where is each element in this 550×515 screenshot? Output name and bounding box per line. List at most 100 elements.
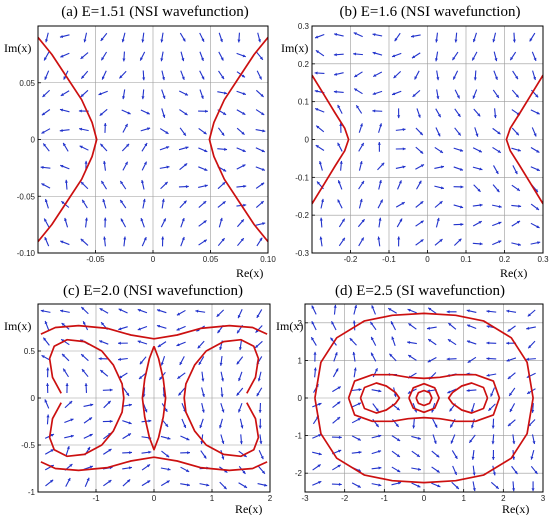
panel-d-curve-4: [408, 382, 440, 414]
panel-d-arrow-head: [395, 423, 399, 427]
panel-a-arrow-head: [162, 114, 166, 118]
panel-a-curve-1: [208, 36, 268, 243]
panel-c-arrow-head: [256, 314, 260, 318]
panel-d-arrow-head: [436, 454, 440, 458]
panel-c-arrow-head: [183, 424, 187, 428]
panel-d-arrow-head: [471, 456, 475, 460]
panel-a-arrow-head: [120, 218, 124, 222]
panel-d-arrow-head: [391, 336, 395, 340]
panel-a-arrow-head: [141, 39, 145, 43]
panel-c-xtick-label: 2: [268, 494, 273, 503]
panel-d-arrow-head: [336, 417, 341, 420]
panel-c-ytick-label: 0: [31, 394, 36, 403]
panel-a-arrow-head: [164, 181, 168, 185]
panel-a-arrow-head: [161, 236, 165, 240]
panel-b-arrow-head: [378, 217, 382, 221]
panel-c-arrow-head: [139, 361, 143, 365]
panel-c-vector-field: [40, 306, 268, 490]
panel-a-arrow-head: [204, 168, 208, 171]
panel-a-arrow-head: [44, 237, 48, 241]
panel-a-arrow-head: [84, 217, 88, 221]
panel-b-arrow-head: [372, 51, 376, 55]
panel-a-arrow-head: [241, 74, 245, 78]
panel-a-arrow-head: [219, 38, 223, 43]
panel-d-arrow-head: [436, 469, 440, 473]
panel-a-arrow-head: [99, 112, 103, 116]
panel-c-arrow-head: [236, 361, 240, 365]
panel-a-ytick-label: 0.05: [19, 79, 35, 88]
panel-b-arrow-head: [339, 123, 343, 126]
panel-a-vector-field: [40, 32, 266, 247]
panel-c-arrow-head: [147, 480, 151, 484]
panel-a-arrow-head: [63, 76, 67, 80]
panel-c-arrow-head: [137, 327, 141, 331]
panel-c-arrow-head: [166, 454, 170, 458]
panel-d-xtick-label: 2: [501, 494, 506, 503]
panel-d-xtick-label: 1: [461, 494, 466, 503]
panel-c-arrow-head: [45, 383, 50, 387]
panel-c-arrow-head: [81, 306, 85, 311]
panel-a-arrow-head: [126, 143, 130, 147]
panel-b-arrow-head: [316, 181, 321, 185]
panel-b-arrow-head: [537, 241, 541, 245]
panel-a-arrow-head: [183, 200, 187, 204]
panel-a-arrow-head: [161, 198, 165, 202]
panel-c-arrow-head: [216, 313, 220, 317]
panel-a-curve-0: [38, 36, 98, 243]
panel-d-arrow-head: [472, 488, 476, 492]
panel-b-arrow-head: [319, 236, 323, 240]
panel-a-arrow-head: [42, 93, 46, 98]
panel-b-arrow-head: [434, 58, 438, 62]
panel-b-arrow-head: [529, 38, 533, 42]
panel-c-arrow-head: [61, 323, 65, 327]
panel-b-arrow-head: [492, 39, 496, 43]
panel-d-arrow-head: [427, 326, 431, 330]
panel-c-arrow-head: [118, 327, 122, 331]
panel-d-arrow-head: [408, 355, 412, 358]
panel-b-arrow-head: [337, 180, 341, 184]
panel-c-arrow-head: [44, 320, 48, 325]
panel-a-arrow-head: [121, 39, 125, 43]
panel-b-arrow-head: [453, 76, 456, 80]
panel-a-arrow-head: [162, 95, 166, 99]
panel-a-arrow-head: [60, 54, 64, 58]
panel-d-arrow-head: [486, 373, 490, 377]
panel-a-arrow-head: [182, 132, 186, 136]
panel-b-arrow-head: [412, 93, 416, 97]
panel-c-arrow-head: [164, 408, 168, 412]
panel-c-arrow-head: [61, 339, 65, 343]
panel-b-arrow-head: [399, 218, 403, 222]
panel-d-curve-1: [347, 373, 501, 423]
panel-a-arrow-head: [243, 184, 247, 188]
panel-b-arrow-head: [472, 95, 476, 99]
panel-d-arrow-head: [512, 456, 516, 460]
panel-d-arrow-head: [335, 368, 339, 372]
panel-d-arrow-head: [338, 482, 342, 486]
panel-d-curve-0: [314, 312, 534, 484]
panel-d-arrow-head: [506, 341, 510, 345]
panel-b-arrow-head: [536, 168, 540, 171]
panel-d-ytick-label: 0: [298, 394, 303, 403]
panel-a-arrow-head: [259, 56, 263, 60]
panel-c-arrow-head: [236, 392, 240, 396]
panel-c-arrow-head: [178, 392, 182, 396]
panel-a-arrow-head: [200, 95, 204, 99]
panel-d-arrow-head: [396, 407, 400, 411]
panel-d-arrow-head: [528, 345, 532, 349]
panel-b-arrow-head: [420, 164, 425, 168]
panel-a-title: (a) E=1.51 (NSI wavefunction): [61, 4, 249, 20]
panel-a-arrow-head: [101, 57, 105, 61]
panel-d-arrow-head: [331, 321, 335, 325]
panel-b-arrow-head: [479, 167, 483, 171]
panel-d-arrow-head: [396, 454, 400, 457]
panel-d-arrow-head: [446, 357, 450, 361]
panel-d-arrow-head: [428, 307, 432, 311]
panel-c-arrow-head: [86, 477, 90, 481]
panel-d-arrow-head: [427, 359, 431, 363]
panel-c-arrow-head: [89, 465, 93, 469]
panel-d-arrow-head: [318, 481, 322, 484]
panel-b-arrow-head: [402, 128, 406, 132]
panel-b-xtick-label: 0.2: [499, 255, 511, 264]
panel-a-arrow-head: [59, 128, 63, 133]
